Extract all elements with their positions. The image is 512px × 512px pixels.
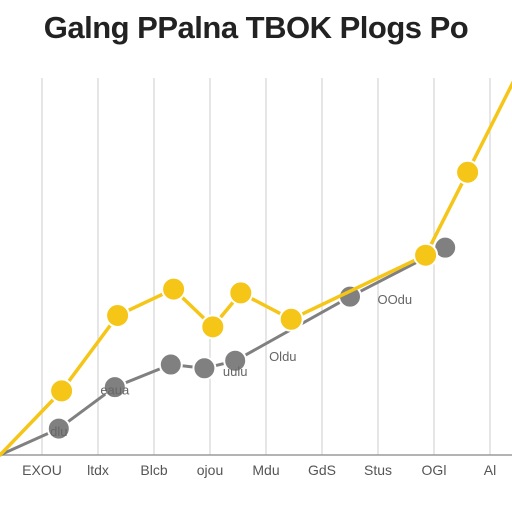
data-point [105,303,131,329]
series-layer [0,80,512,457]
data-point [200,314,226,340]
data-point [223,348,248,373]
grid-layer [0,78,512,456]
x-tick-label: Al [484,462,496,478]
data-point [455,159,481,185]
x-tick-label: Blcb [140,462,167,478]
data-point [161,276,187,302]
data-point [49,378,75,404]
data-label: Oldu [269,349,296,364]
series-line [0,80,512,457]
data-point [278,306,304,332]
data-label: uulu [223,364,248,379]
label-layer: EXOU ltdx Blcb ojou Mdu GdS Stus OGl Al dlu eaua uu… [22,292,496,478]
data-point [158,352,183,377]
chart-title: Galng PPalna TBOK Plogs Po [43,10,469,45]
x-tick-label: Mdu [252,462,279,478]
data-point [228,280,254,306]
data-point [192,356,217,381]
data-point [102,375,127,400]
data-label: eaua [100,383,130,398]
data-label: OOdu [377,292,412,307]
x-tick-label: Stus [364,462,392,478]
x-tick-label: EXOU [22,462,62,478]
data-point [46,416,71,441]
x-tick-label: OGl [422,462,447,478]
x-tick-label: GdS [308,462,336,478]
x-tick-label: ojou [197,462,223,478]
x-tick-label: ltdx [87,462,109,478]
data-point [413,242,439,268]
data-label: dlu [50,424,67,439]
